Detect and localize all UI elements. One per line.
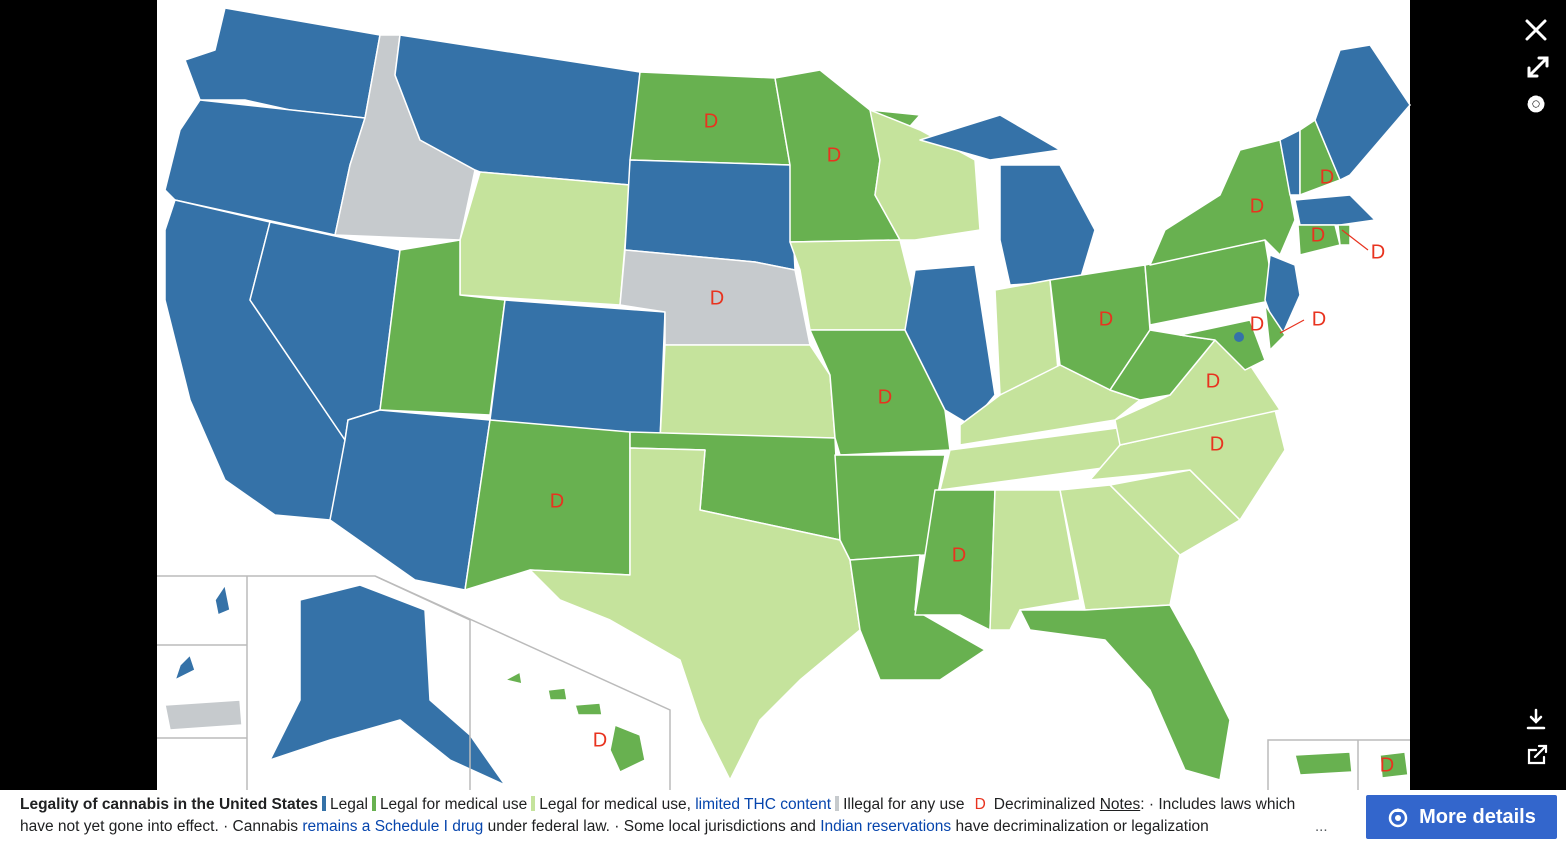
d-mark: D xyxy=(710,287,724,309)
settings-button[interactable] xyxy=(1527,95,1545,113)
state xyxy=(919,114,1061,161)
d-mark: D xyxy=(1380,754,1394,776)
d-mark: D xyxy=(878,386,892,408)
legend-swatch xyxy=(322,796,326,811)
state xyxy=(1019,604,1231,781)
close-button[interactable] xyxy=(1525,19,1547,41)
state xyxy=(489,299,666,441)
state xyxy=(574,702,603,716)
viewer-controls xyxy=(1525,19,1549,765)
state xyxy=(659,344,836,441)
d-mark: D xyxy=(593,729,607,751)
state xyxy=(609,724,646,773)
note-text: under federal law. · Some local jurisdic… xyxy=(487,818,816,835)
state xyxy=(504,671,523,685)
more-details-button[interactable]: More details xyxy=(1366,795,1557,839)
state xyxy=(1314,44,1411,181)
state xyxy=(214,584,231,616)
state xyxy=(1294,194,1376,226)
state xyxy=(1294,751,1353,776)
fullscreen-button[interactable] xyxy=(1527,56,1549,78)
caption-text: Legality of cannabis in the United State… xyxy=(20,794,1310,838)
state xyxy=(547,687,568,701)
state xyxy=(459,171,631,306)
d-mark: D xyxy=(1099,308,1113,330)
media-viewer: D D D D D D D D D D D D D D D D D xyxy=(157,0,1549,790)
state xyxy=(849,554,986,681)
note-link[interactable]: Indian reservations xyxy=(820,818,952,835)
legend-label: Illegal for any use xyxy=(843,796,965,813)
state xyxy=(1379,751,1409,779)
state xyxy=(1179,319,1266,371)
expand-caption[interactable]: ... xyxy=(1315,818,1328,835)
state xyxy=(529,447,861,781)
d-mark: D xyxy=(550,490,564,512)
button-label: More details xyxy=(1419,805,1536,828)
legend-label: Legal for medical use xyxy=(379,796,528,813)
state xyxy=(1059,484,1181,611)
state xyxy=(789,239,916,331)
note-text: : · Includes laws which have not yet gon… xyxy=(20,796,1296,835)
state xyxy=(1149,139,1296,266)
d-mark: D xyxy=(704,110,718,132)
legend-label: Legal xyxy=(330,796,368,813)
legend-swatch xyxy=(371,796,376,811)
d-mark: D xyxy=(1312,308,1326,330)
legend-label: Legal for medical use, xyxy=(539,796,691,813)
d-mark: D xyxy=(1320,166,1334,188)
share-button[interactable] xyxy=(1527,744,1548,765)
caption-title: Legality of cannabis in the United State… xyxy=(20,796,318,813)
caption-bar: Legality of cannabis in the United State… xyxy=(0,790,1566,845)
decriminalized-marks: D D D D D D D D D D D D D D D D D xyxy=(550,110,1394,776)
decriminalized-symbol: D xyxy=(974,796,986,813)
legend-link[interactable]: limited THC content xyxy=(695,796,832,813)
state xyxy=(174,654,196,681)
d-mark: D xyxy=(952,544,966,566)
note-link[interactable]: remains a Schedule I drug xyxy=(302,818,484,835)
d-mark: D xyxy=(1371,241,1385,263)
leader-lines xyxy=(1279,229,1369,334)
download-button[interactable] xyxy=(1526,708,1546,730)
d-mark: D xyxy=(1250,195,1264,217)
legend-swatch xyxy=(835,796,840,811)
state xyxy=(269,584,506,786)
inset-frames xyxy=(157,575,1410,790)
state xyxy=(1337,224,1351,246)
state xyxy=(464,419,631,591)
map xyxy=(164,7,1411,786)
d-mark: D xyxy=(1206,370,1220,392)
d-mark: D xyxy=(1311,224,1325,246)
button-icon xyxy=(1388,808,1408,828)
note-text: have decriminalization or legalization xyxy=(955,818,1209,835)
legend-swatch xyxy=(531,796,536,811)
state xyxy=(164,699,243,731)
state xyxy=(1264,304,1286,351)
d-mark: D xyxy=(1210,433,1224,455)
d-mark: D xyxy=(1250,313,1264,335)
notes-link[interactable]: Notes xyxy=(1099,796,1141,813)
decriminalized-label: Decriminalized xyxy=(993,796,1096,813)
dc-marker xyxy=(1234,332,1244,342)
d-mark: D xyxy=(827,144,841,166)
